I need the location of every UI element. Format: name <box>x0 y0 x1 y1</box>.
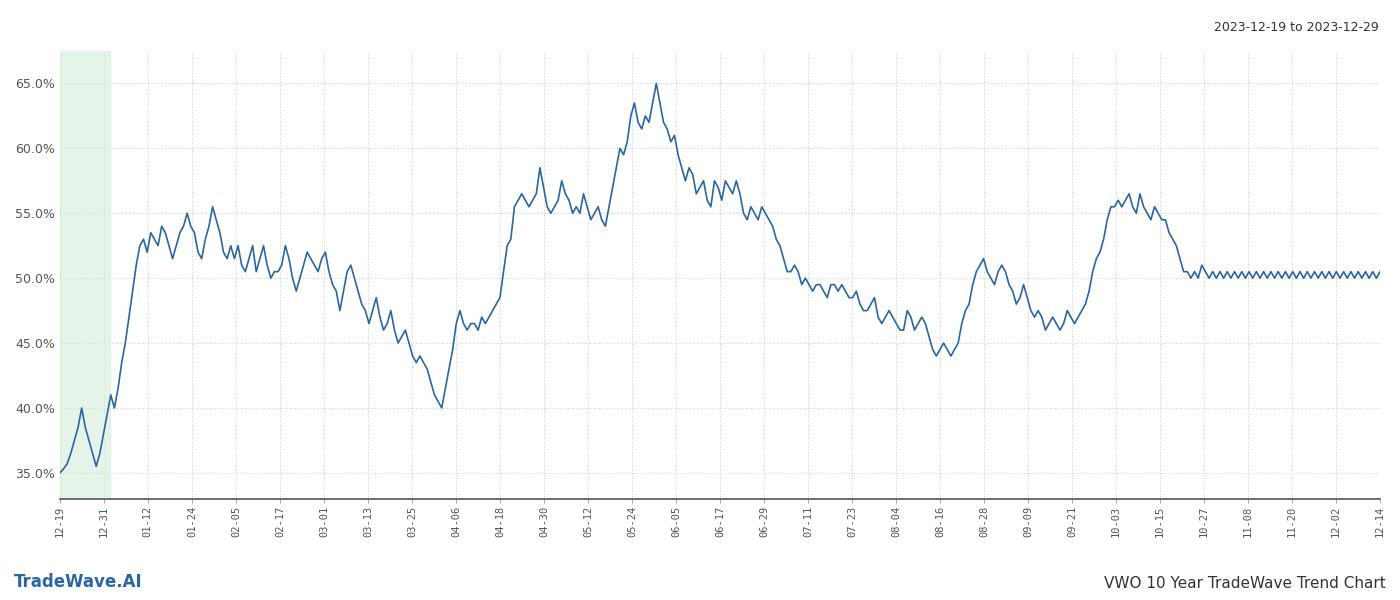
Text: TradeWave.AI: TradeWave.AI <box>14 573 143 591</box>
Text: VWO 10 Year TradeWave Trend Chart: VWO 10 Year TradeWave Trend Chart <box>1105 576 1386 591</box>
Bar <box>60 51 111 499</box>
Text: 2023-12-19 to 2023-12-29: 2023-12-19 to 2023-12-29 <box>1214 21 1379 34</box>
